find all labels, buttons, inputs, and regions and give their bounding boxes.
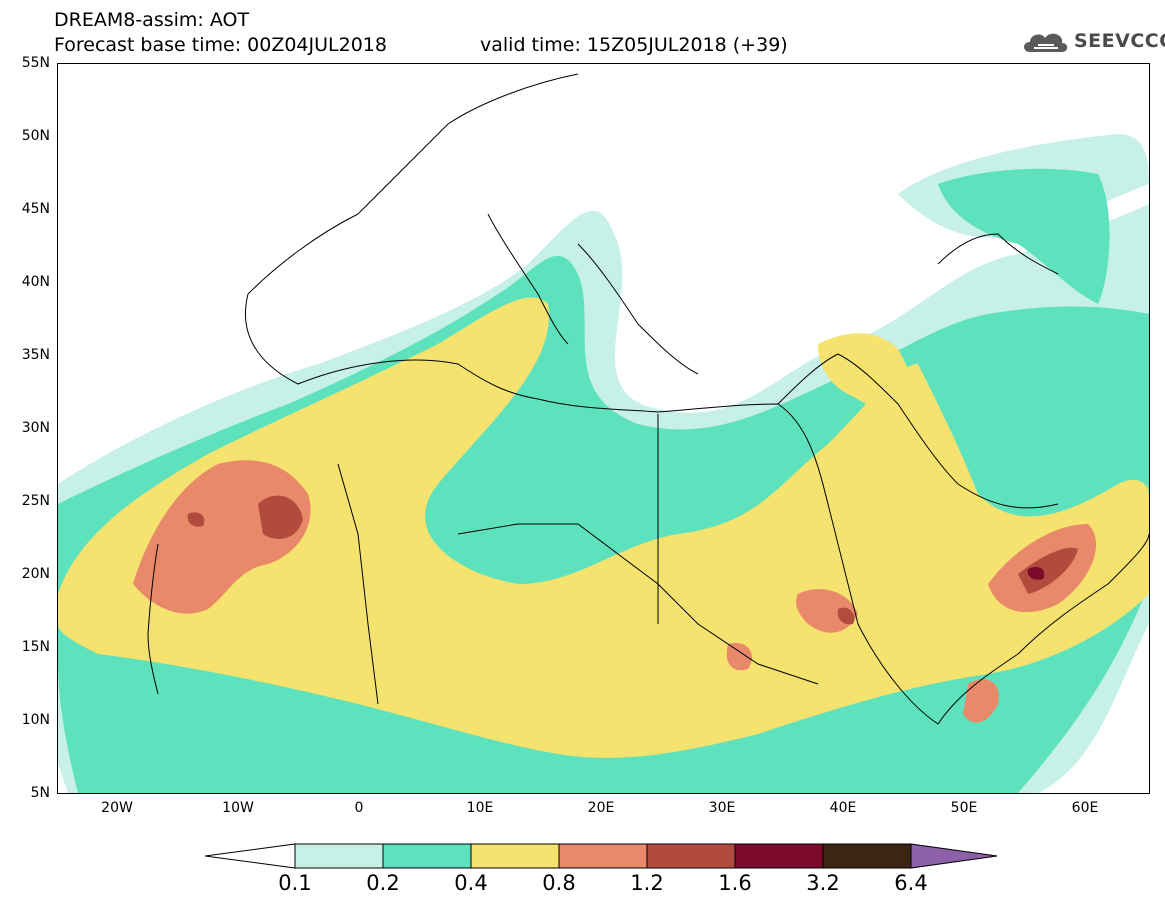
colorbar-bin	[734, 843, 824, 869]
colorbar-bin	[382, 843, 472, 869]
colorbar-bin	[646, 843, 736, 869]
lat-label: 55N	[21, 55, 50, 71]
lon-label: 30E	[708, 800, 736, 816]
lon-label: 10W	[222, 800, 254, 816]
valid-time: valid time: 15Z05JUL2018 (+39)	[480, 34, 788, 56]
colorbar	[205, 843, 998, 869]
colorbar-label: 0.2	[366, 871, 400, 895]
colorbar-bin	[294, 843, 384, 869]
lon-label: 0	[354, 800, 364, 816]
lon-label: 20E	[587, 800, 615, 816]
colorbar-label: 0.4	[454, 871, 488, 895]
aot-field-0.4	[58, 297, 1149, 758]
coastlines	[147, 73, 1149, 725]
lat-label: 10N	[21, 712, 50, 728]
lon-label: 50E	[950, 800, 978, 816]
aot-map	[57, 63, 1150, 794]
lat-label: 30N	[21, 420, 50, 436]
colorbar-low-triangle	[205, 843, 296, 869]
colorbar-label: 6.4	[894, 871, 928, 895]
lat-label: 15N	[21, 639, 50, 655]
map-title: DREAM8-assim: AOT	[54, 9, 250, 31]
colorbar-label: 1.6	[718, 871, 752, 895]
colorbar-label: 0.8	[542, 871, 576, 895]
lat-label: 50N	[21, 128, 50, 144]
colorbar-label: 0.1	[278, 871, 312, 895]
lon-label: 10E	[466, 800, 494, 816]
seevccc-logo: SEEVCCC	[1020, 26, 1165, 56]
colorbar-bin	[822, 843, 912, 869]
lat-label: 5N	[30, 785, 50, 801]
aot-field-1.2	[187, 495, 1078, 625]
lon-label: 20W	[101, 800, 133, 816]
aot-map-svg	[58, 73, 1149, 793]
lat-label: 20N	[21, 566, 50, 582]
lon-label: 60E	[1071, 800, 1099, 816]
colorbar-high-triangle	[910, 843, 998, 869]
cloud-icon	[1024, 33, 1068, 52]
aot-field-1.6	[1027, 567, 1045, 580]
lon-label: 40E	[829, 800, 857, 816]
colorbar-bin	[558, 843, 648, 869]
lat-label: 40N	[21, 274, 50, 290]
colorbar-label: 1.2	[630, 871, 664, 895]
forecast-base-time: Forecast base time: 00Z04JUL2018	[54, 34, 387, 56]
logo-text: SEEVCCC	[1074, 30, 1165, 52]
colorbar-bin	[470, 843, 560, 869]
colorbar-label: 3.2	[806, 871, 840, 895]
lat-label: 25N	[21, 493, 50, 509]
lat-label: 35N	[21, 347, 50, 363]
lat-label: 45N	[21, 201, 50, 217]
